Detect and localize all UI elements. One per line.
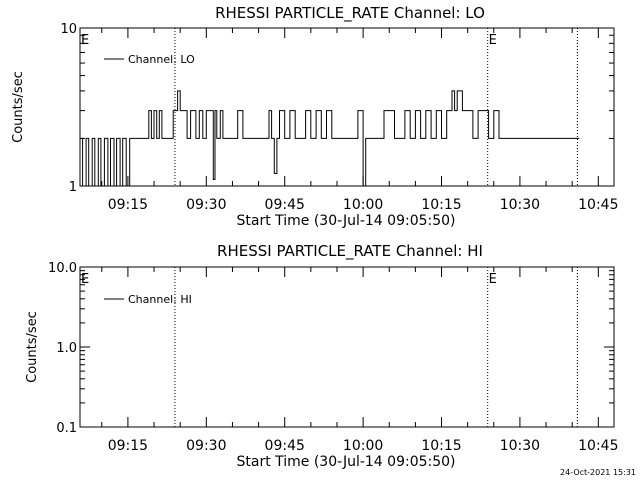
- panel-lo-x-tick-label: 09:30: [186, 197, 226, 213]
- panel-hi-title: RHESSI PARTICLE_RATE Channel: HI: [217, 242, 483, 261]
- panel-hi-x-tick-label: 10:00: [343, 438, 383, 454]
- footer-timestamp: 24-Oct-2021 15:31: [560, 468, 636, 477]
- panel-lo-x-tick-label: 09:15: [108, 197, 148, 213]
- panel-lo-legend-label: Channel: LO: [128, 53, 195, 66]
- panel-hi-x-tick-label: 10:30: [500, 438, 540, 454]
- panel-hi-x-tick-label: 10:45: [578, 438, 618, 454]
- panel-lo-series: [80, 90, 580, 187]
- panel-hi-y-tick-label: 0.1: [56, 421, 77, 436]
- panel-lo-y-tick-label: 10: [60, 22, 77, 37]
- panel-hi-x-tick-label: 09:30: [186, 438, 226, 454]
- panel-lo-x-tick-label: 10:15: [421, 197, 461, 213]
- panel-lo-x-tick-label: 09:45: [265, 197, 305, 213]
- panel-hi-y-axis-label: Counts/sec: [25, 311, 40, 383]
- panel-lo-y-ticks: 1 10: [60, 22, 614, 195]
- panel-lo: RHESSI PARTICLE_RATE Channel: LO Counts/…: [11, 4, 618, 229]
- panel-hi-x-tick-label: 10:15: [421, 438, 461, 454]
- panel-hi-legend: Channel: HI: [104, 293, 192, 306]
- panel-hi: RHESSI PARTICLE_RATE Channel: HI Counts/…: [25, 242, 618, 470]
- panel-lo-title: RHESSI PARTICLE_RATE Channel: LO: [215, 4, 485, 23]
- panel-lo-x-tick-label: 10:30: [500, 197, 540, 213]
- panel-hi-x-tick-label: 09:45: [265, 438, 305, 454]
- panel-lo-event-marker-label: E: [489, 33, 497, 48]
- panel-hi-legend-label: Channel: HI: [128, 293, 192, 306]
- panel-lo-series-line: [80, 90, 580, 187]
- panel-hi-x-axis-label: Start Time (30-Jul-14 09:05:50): [236, 454, 455, 470]
- panel-hi-event-marker-label: E: [489, 272, 497, 287]
- panel-hi-y-tick-label: 1.0: [56, 341, 77, 356]
- panel-lo-x-tick-label: 10:00: [343, 197, 383, 213]
- panel-hi-y-tick-label: 10.0: [48, 261, 77, 276]
- panel-lo-plot-frame: [79, 27, 615, 187]
- panel-hi-x-ticks: 09:15 09:30 09:45 10:00 10:15 10:30 10:45: [101, 267, 618, 454]
- panel-lo-y-tick-label: 1: [69, 180, 77, 195]
- panel-hi-x-tick-label: 09:15: [108, 438, 148, 454]
- panel-lo-y-axis-label: Counts/sec: [11, 71, 26, 143]
- panel-lo-x-axis-label: Start Time (30-Jul-14 09:05:50): [236, 213, 455, 229]
- panel-lo-x-tick-label: 10:45: [578, 197, 618, 213]
- panel-hi-y-ticks: 0.1 1.0 10.0: [48, 261, 614, 436]
- panel-lo-event-marker-label: E: [81, 33, 89, 48]
- panel-lo-legend: Channel: LO: [104, 53, 195, 66]
- panel-hi-event-marker-label: E: [81, 272, 89, 287]
- panel-lo-x-ticks: 09:15 09:30 09:45 10:00 10:15 10:30 10:45: [101, 28, 618, 213]
